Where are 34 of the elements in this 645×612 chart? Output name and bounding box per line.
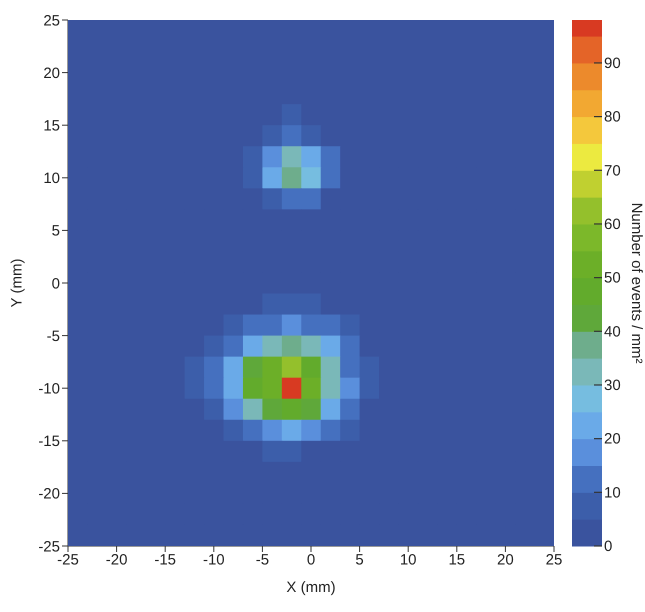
y-tick-label: 15 (43, 118, 60, 135)
x-tick-label: 20 (497, 552, 514, 569)
x-tick-label: 0 (306, 552, 316, 569)
y-tick-label: -10 (38, 380, 60, 398)
y-tick-label: 25 (43, 12, 60, 30)
x-tick-label: -20 (106, 552, 128, 569)
color-bar-label: 80 (604, 108, 621, 126)
color-bar-label: 70 (604, 162, 621, 180)
x-tick-label: 15 (448, 552, 466, 569)
x-tick-label: -15 (154, 552, 176, 569)
color-bar-label: 40 (604, 323, 621, 340)
y-tick-label: 10 (43, 170, 60, 188)
color-bar-label: 20 (604, 430, 621, 448)
color-bar-label: 30 (604, 376, 621, 394)
y-axis-title: Y (mm) (8, 258, 26, 308)
y-tick-label: 0 (52, 275, 60, 292)
color-bar-label: 0 (604, 538, 612, 555)
color-bar-label: 50 (604, 270, 621, 287)
x-axis-title: X (mm) (286, 579, 336, 596)
y-tick-label: -25 (38, 538, 60, 556)
color-bar-label: 90 (604, 54, 621, 72)
color-bar-label: 60 (604, 216, 621, 233)
x-tick-label: -5 (256, 552, 270, 569)
y-tick-label: -15 (38, 433, 60, 450)
x-tick-label: 10 (400, 552, 417, 569)
y-tick-label: 5 (52, 222, 60, 240)
x-tick-label: 5 (355, 552, 364, 569)
color-bar-title: Number of events / mm² (628, 202, 645, 364)
y-tick-label: 20 (43, 64, 60, 82)
color-bar-label: 10 (604, 484, 621, 502)
x-tick-label: 25 (546, 552, 562, 569)
x-tick-label: -10 (202, 552, 225, 569)
y-tick-label: -5 (46, 328, 60, 345)
y-tick-label: -20 (38, 486, 60, 503)
